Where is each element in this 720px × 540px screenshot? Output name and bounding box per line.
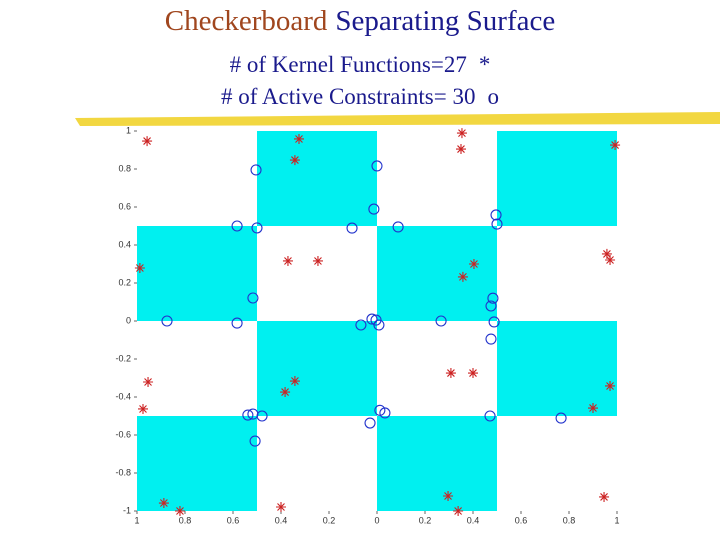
cell [257,131,377,226]
y-tick-label: -1 [123,505,131,515]
circle-point [247,408,259,420]
title-part: Checkerboard [165,5,328,37]
circle-point [231,317,243,329]
star-point [457,271,468,282]
cell [377,226,497,321]
star-point [289,155,300,166]
subtitle-text: # of Kernel Functions=27 [230,52,467,77]
x-tick-label: 0.6 [227,515,240,525]
cell [257,321,377,416]
star-point [445,368,456,379]
star-point [138,403,148,414]
star-point [443,490,454,501]
circle-point [371,160,383,172]
subtitle: # of Active Constraints= 30 o [221,84,499,109]
circle-point [490,209,502,221]
star-point [280,387,291,398]
circle-point [373,319,385,331]
star-point [456,128,467,139]
y-tick-label: 0.4 [118,239,131,249]
circle-point [346,222,358,234]
circle-point [435,315,447,327]
circle-point [251,222,263,234]
star-point [134,262,145,273]
legend-symbol: * [479,52,491,77]
circle-point [485,333,497,345]
star-point [468,368,478,379]
star-point [605,380,616,391]
circle-point [379,407,391,419]
cell [497,131,617,226]
title-part: Separating Surface [335,5,555,37]
checkerboard [137,131,617,511]
y-tick-label: -0.8 [115,467,131,477]
y-tick-label: -0.2 [115,353,131,363]
star-point [605,255,616,266]
cell [377,416,497,511]
y-tick-label: 0.6 [118,201,131,211]
y-tick-label: -0.4 [115,391,131,401]
chart-title: Checkerboard Separating Surface [165,5,555,37]
y-tick-label: 0.2 [118,277,131,287]
circle-point [249,435,261,447]
circle-point [491,218,503,230]
y-tick-label: -0.6 [115,429,131,439]
cell [137,226,257,321]
circle-point [487,292,499,304]
star-point [143,376,154,387]
circle-point [484,410,496,422]
circle-point [355,319,367,331]
circle-point [247,292,259,304]
decor-bar [75,112,720,126]
cell [137,416,257,511]
subtitle: # of Kernel Functions=27 * [230,52,491,77]
star-point [312,255,323,266]
circle-point [368,203,380,215]
star-point [599,491,610,502]
star-point [588,403,598,414]
star-point [158,498,169,509]
star-point [282,255,293,266]
x-tick-label: 0.8 [563,515,576,525]
star-point [468,259,479,269]
star-point [456,144,466,155]
y-tick-label: 0.8 [118,163,131,173]
star-point [294,133,304,144]
star-point [610,140,621,151]
x-tick-label: 0.2 [323,515,336,525]
star-point [601,248,612,259]
circle-point [231,220,243,232]
x-tick-label: 0.4 [275,515,288,525]
y-tick-label: 1 [126,125,131,135]
circle-point [485,300,497,312]
x-tick-label: 0.4 [467,515,480,525]
circle-point [392,221,404,233]
star-point [276,502,286,513]
circle-point [242,409,254,421]
star-point [289,376,300,387]
circle-point [250,164,262,176]
circle-point [555,412,567,424]
circle-point [488,316,500,328]
circle-point [161,315,173,327]
x-tick-label: 1 [134,515,139,525]
x-tick-label: 0 [374,515,379,525]
circle-point [374,404,386,416]
star-point [142,136,153,147]
x-tick-label: 1 [614,515,619,525]
circle-point [366,313,378,325]
x-tick-label: 0.2 [419,515,432,525]
circle-point [364,417,376,429]
x-tick-label: 0.8 [179,515,192,525]
y-tick-label: 0 [126,315,131,325]
star-point [174,506,185,516]
star-point [453,506,464,516]
cell [497,321,617,416]
legend-symbol: o [487,84,499,109]
subtitle-text: # of Active Constraints= 30 [221,84,475,109]
x-tick-label: 0.6 [515,515,528,525]
